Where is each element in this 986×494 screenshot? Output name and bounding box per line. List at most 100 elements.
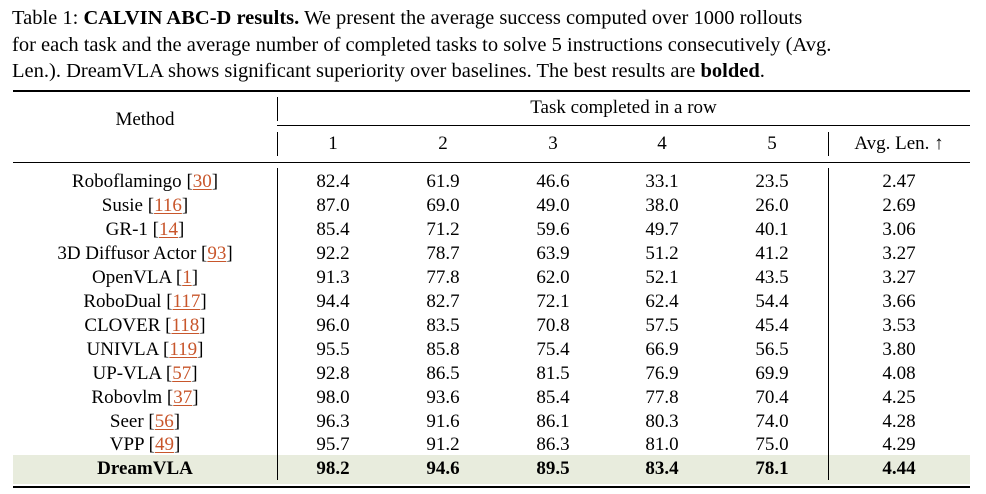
citation-bracket: ] xyxy=(199,315,206,336)
score-cell-2: 77.8 xyxy=(426,267,460,288)
citation-bracket: [ xyxy=(171,267,183,288)
caption-label: Table 1: xyxy=(12,7,79,29)
score-cell-2: 91.2 xyxy=(426,434,460,455)
top-rule xyxy=(13,90,970,92)
score-cell-1: 95.7 xyxy=(316,434,350,455)
citation-bracket: ] xyxy=(191,267,199,288)
score-cell-4: 81.0 xyxy=(645,434,679,455)
caption-text-3: Len.). DreamVLA shows significant superi… xyxy=(12,60,696,82)
method-name: Roboflamingo xyxy=(71,171,182,192)
citation-link[interactable]: 93 xyxy=(207,243,227,264)
score-cell-4: 49.7 xyxy=(645,219,679,240)
score-cell-3: 75.4 xyxy=(536,339,570,360)
score-cell-2: 69.0 xyxy=(426,195,460,216)
score-cell-1: 94.4 xyxy=(316,291,350,312)
avg-len-cell: 2.69 xyxy=(882,195,916,216)
score-cell-1: 87.0 xyxy=(316,195,350,216)
citation-link[interactable]: 57 xyxy=(172,363,192,384)
avg-len-cell: 4.29 xyxy=(882,434,916,455)
citation-link[interactable]: 119 xyxy=(169,339,198,360)
method-cell: GR-1 [14] xyxy=(13,218,277,242)
score-cell-2: 91.6 xyxy=(426,411,460,432)
citation-bracket: ] xyxy=(173,411,181,432)
citation-bracket: [ xyxy=(142,195,155,216)
score-cell-5: 74.0 xyxy=(755,411,789,432)
table-row: Susie [116] 87.0 69.0 49.0 38.0 26.0 2.69 xyxy=(13,194,970,218)
score-cell-1: 98.0 xyxy=(316,387,350,408)
method-cell: UNIVLA [119] xyxy=(13,338,277,362)
citation-bracket: [ xyxy=(143,434,155,455)
score-cell-5: 75.0 xyxy=(755,434,789,455)
score-cell-4: 57.5 xyxy=(645,315,679,336)
citation-bracket: [ xyxy=(162,387,174,408)
score-cell-2: 71.2 xyxy=(426,219,460,240)
table-row: UP-VLA [57] 92.8 86.5 81.5 76.9 69.9 4.08 xyxy=(13,362,970,386)
score-cell-3: 81.5 xyxy=(536,363,570,384)
table-row: Robovlm [37] 98.0 93.6 85.4 77.8 70.4 4.25 xyxy=(13,386,970,410)
score-cell-4: 38.0 xyxy=(645,195,679,216)
citation-link[interactable]: 49 xyxy=(154,434,174,455)
method-name: CLOVER xyxy=(84,315,161,336)
score-cell-2: 83.5 xyxy=(426,315,460,336)
score-cell-3: 86.1 xyxy=(536,411,570,432)
score-cell-5: 54.4 xyxy=(755,291,789,312)
score-cell-5: 43.5 xyxy=(755,267,789,288)
citation-bracket: ] xyxy=(173,434,181,455)
score-cell-5: 26.0 xyxy=(755,195,789,216)
score-cell-4: 66.9 xyxy=(645,339,679,360)
score-cell-5: 41.2 xyxy=(755,243,789,264)
score-cell-3: 49.0 xyxy=(536,195,570,216)
citation-link[interactable]: 14 xyxy=(158,219,178,240)
method-cell: Susie [116] xyxy=(13,194,277,218)
bottom-rule xyxy=(13,486,970,488)
score-cell-2: 85.8 xyxy=(426,339,460,360)
citation-bracket: [ xyxy=(181,171,193,192)
caption-line-2: for each task and the average number of … xyxy=(12,33,832,56)
header-col-1: 1 xyxy=(328,133,338,154)
header-separator-1 xyxy=(277,97,279,121)
citation-link[interactable]: 37 xyxy=(173,387,193,408)
citation-link[interactable]: 1 xyxy=(182,267,192,288)
score-cell-5: 23.5 xyxy=(755,171,789,192)
header-col-3: 3 xyxy=(548,133,558,154)
score-cell-3: 72.1 xyxy=(536,291,570,312)
table-row: OpenVLA [1] 91.3 77.8 62.0 52.1 43.5 3.27 xyxy=(13,266,970,290)
citation-link[interactable]: 118 xyxy=(171,315,200,336)
score-cell-5: 56.5 xyxy=(755,339,789,360)
score-cell-3: 62.0 xyxy=(536,267,570,288)
score-cell-3: 63.9 xyxy=(536,243,570,264)
method-cell: UP-VLA [57] xyxy=(13,362,277,386)
score-cell-3: 89.5 xyxy=(536,458,570,479)
method-name: Susie xyxy=(101,195,143,216)
score-cell-3: 59.6 xyxy=(536,219,570,240)
score-cell-5: 40.1 xyxy=(755,219,789,240)
method-cell: Seer [56] xyxy=(13,410,277,434)
header-avg-len: Avg. Len. ↑ xyxy=(854,133,944,154)
citation-bracket: ] xyxy=(191,363,198,384)
citation-link[interactable]: 56 xyxy=(154,411,174,432)
citation-link[interactable]: 117 xyxy=(172,291,201,312)
table-row: Roboflamingo [30] 82.4 61.9 46.6 33.1 23.5 2.4… xyxy=(13,170,970,194)
table-row: CLOVER [118] 96.0 83.5 70.8 57.5 45.4 3.53 xyxy=(13,314,970,338)
method-name: UNIVLA xyxy=(86,339,159,360)
caption-bolded-word: bolded xyxy=(700,60,760,82)
score-cell-2: 93.6 xyxy=(426,387,460,408)
table-caption: Table 1: CALVIN ABC-D results. We presen… xyxy=(12,5,974,85)
avg-len-cell: 3.06 xyxy=(882,219,916,240)
score-cell-1: 98.2 xyxy=(316,458,350,479)
score-cell-5: 69.9 xyxy=(755,363,789,384)
caption-line-1: Table 1: CALVIN ABC-D results. We presen… xyxy=(12,5,974,32)
avg-len-cell: 3.27 xyxy=(882,243,916,264)
method-name: UP-VLA xyxy=(92,363,162,384)
score-cell-2: 78.7 xyxy=(426,243,460,264)
column-separator-avg xyxy=(828,168,830,480)
score-cell-1: 92.2 xyxy=(316,243,350,264)
score-cell-3: 46.6 xyxy=(536,171,570,192)
score-cell-4: 51.2 xyxy=(645,243,679,264)
method-name: DreamVLA xyxy=(97,458,193,479)
avg-len-cell: 2.47 xyxy=(882,171,916,192)
citation-link[interactable]: 116 xyxy=(154,195,182,216)
table-row: VPP [49] 95.7 91.2 86.3 81.0 75.0 4.29 xyxy=(13,433,970,457)
citation-link[interactable]: 30 xyxy=(192,171,212,192)
citation-bracket: ] xyxy=(200,291,207,312)
